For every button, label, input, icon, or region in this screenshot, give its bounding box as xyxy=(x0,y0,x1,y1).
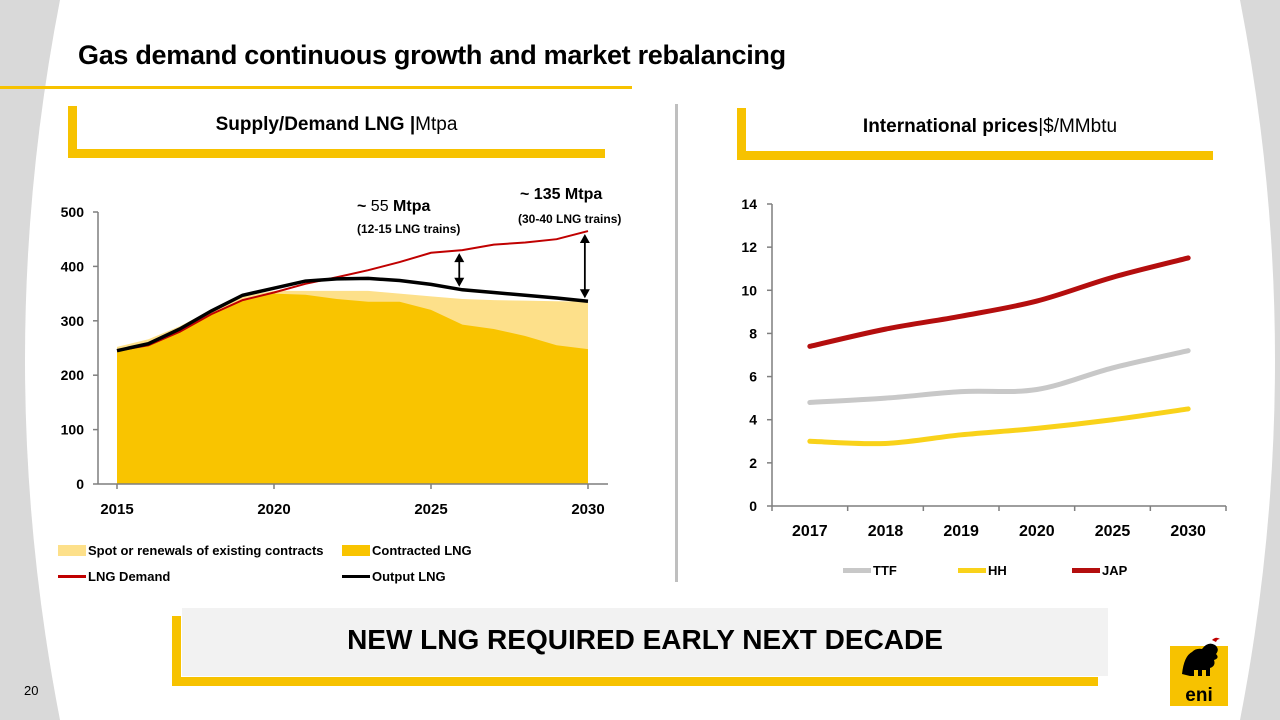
prices-y-tick-label: 10 xyxy=(741,282,757,298)
gap1-unit: Mtpa xyxy=(388,198,431,215)
prices-x-tick-label: 2030 xyxy=(1170,523,1206,540)
y-tick-label: 400 xyxy=(61,258,85,274)
legend-demand-label: LNG Demand xyxy=(88,569,171,584)
legend-ttf-swatch xyxy=(843,568,871,573)
gap2-arrow-head-bottom xyxy=(579,289,590,299)
legend-output-label: Output LNG xyxy=(372,569,446,584)
legend-jap-label: JAP xyxy=(1102,563,1128,578)
eni-logo-icon: eni xyxy=(1170,637,1228,706)
legend-contracted-swatch xyxy=(342,545,370,556)
gap2-arrow xyxy=(579,234,590,299)
prices-y-tick-label: 8 xyxy=(749,325,757,341)
panel-divider xyxy=(675,104,678,582)
title-underline xyxy=(0,86,632,89)
right-panel-unit: |$/MMbtu xyxy=(1038,116,1118,137)
supply-demand-chart: 0 100 200 300 400 500 2015 2020 2025 2030 xyxy=(61,204,608,518)
legend-spot: Spot or renewals of existing contracts xyxy=(58,543,324,558)
legend-ttf-label: TTF xyxy=(873,563,897,578)
legend-spot-label: Spot or renewals of existing contracts xyxy=(88,543,324,558)
series-line-hh xyxy=(807,406,1191,447)
y-tick-label: 0 xyxy=(76,476,84,492)
contracted-area xyxy=(117,293,588,484)
gap2-sublabel: (30-40 LNG trains) xyxy=(518,212,622,226)
legend-output: Output LNG xyxy=(342,569,446,584)
legend-jap-swatch xyxy=(1072,568,1100,573)
prices-y-tick-label: 0 xyxy=(749,498,757,514)
x-tick-label: 2020 xyxy=(257,501,290,518)
prices-y-tick-label: 2 xyxy=(749,455,757,471)
series-line-ttf xyxy=(807,348,1191,405)
legend-spot-swatch xyxy=(58,545,86,556)
x-tick-label: 2030 xyxy=(571,501,604,518)
prices-x-tick-label: 2020 xyxy=(1019,523,1055,540)
prices-y-tick-label: 4 xyxy=(749,412,757,428)
right-panel-title: International prices xyxy=(862,116,1039,137)
y-tick-label: 100 xyxy=(61,422,85,438)
legend-contracted-label: Contracted LNG xyxy=(372,543,472,558)
y-tick-label: 200 xyxy=(61,367,85,383)
output-line xyxy=(116,276,589,353)
prices-y-tick-label: 14 xyxy=(741,196,757,212)
legend-hh-label: HH xyxy=(988,563,1007,578)
left-panel-unit: Mtpa xyxy=(415,114,458,135)
legend-hh: HH xyxy=(958,563,1007,578)
prices-x-tick-label: 2018 xyxy=(868,523,904,540)
legend-jap: JAP xyxy=(1072,563,1127,578)
demand-line xyxy=(116,230,589,352)
gap1-arrow-head-top xyxy=(454,253,465,263)
gap1-sublabel: (12-15 LNG trains) xyxy=(357,222,461,236)
legend-output-swatch xyxy=(342,575,370,578)
legend-hh-swatch xyxy=(958,568,986,573)
gap2-arrow-head-top xyxy=(579,234,590,244)
conclusion-banner: NEW LNG REQUIRED EARLY NEXT DECADE xyxy=(172,608,1108,686)
legend-demand: LNG Demand xyxy=(58,569,170,584)
gap2-label: ~ 135 Mtpa xyxy=(520,186,603,203)
gap1-prefix: ~ xyxy=(357,198,371,215)
prices-x-tick-label: 2017 xyxy=(792,523,828,540)
prices-y-tick-label: 6 xyxy=(749,369,757,385)
legend-ttf: TTF xyxy=(843,563,897,578)
y-tick-label: 300 xyxy=(61,313,85,329)
international-prices-chart: 0 2 4 6 8 10 12 14 2017 2018 2019 2020 2025 2030 xyxy=(741,196,1227,540)
left-panel-header: Supply/Demand LNG |Mtpa xyxy=(68,106,605,158)
x-tick-label: 2015 xyxy=(100,501,133,518)
prices-x-tick-label: 2019 xyxy=(943,523,979,540)
gap1-value: 55 xyxy=(370,198,389,215)
page-number: 20 xyxy=(24,683,39,698)
prices-y-tick-label: 12 xyxy=(741,239,757,255)
legend-contracted: Contracted LNG xyxy=(342,543,472,558)
conclusion-text: NEW LNG REQUIRED EARLY NEXT DECADE xyxy=(347,624,943,655)
series-line-jap xyxy=(807,255,1191,349)
prices-x-tick-label: 2025 xyxy=(1095,523,1131,540)
gap1-arrow xyxy=(454,253,465,287)
left-panel-title: Supply/Demand LNG | xyxy=(215,114,416,135)
y-tick-label: 500 xyxy=(61,204,85,220)
gap1-label: ~ 55 Mtpa xyxy=(357,198,430,216)
gap1-arrow-head-bottom xyxy=(454,277,465,287)
slide-title: Gas demand continuous growth and market … xyxy=(78,40,786,70)
legend-demand-swatch xyxy=(58,575,86,578)
x-tick-label: 2025 xyxy=(414,501,447,518)
svg-text:eni: eni xyxy=(1185,685,1212,706)
right-panel-header: International prices|$/MMbtu xyxy=(737,108,1213,160)
